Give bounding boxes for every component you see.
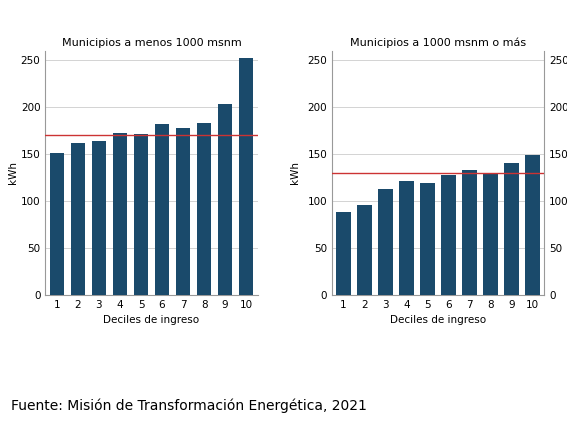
Bar	[505, 163, 519, 295]
Bar	[49, 153, 64, 295]
Text: kWh: kWh	[290, 161, 300, 184]
Bar	[420, 183, 435, 295]
Bar	[134, 134, 149, 295]
Bar	[357, 205, 372, 295]
X-axis label: Deciles de ingreso: Deciles de ingreso	[103, 315, 200, 325]
Bar	[113, 133, 128, 295]
Bar	[462, 170, 477, 295]
Title: Municipios a 1000 msnm o más: Municipios a 1000 msnm o más	[350, 38, 526, 48]
X-axis label: Deciles de ingreso: Deciles de ingreso	[390, 315, 486, 325]
Bar	[336, 212, 351, 295]
Bar	[378, 189, 393, 295]
Bar	[70, 144, 85, 295]
Bar	[526, 155, 540, 295]
Bar	[155, 124, 170, 295]
Bar	[483, 173, 498, 295]
Bar	[218, 104, 232, 295]
Bar	[176, 128, 191, 295]
Bar	[239, 58, 253, 295]
Y-axis label: kWh: kWh	[8, 161, 18, 184]
Bar	[441, 176, 456, 295]
Bar	[197, 123, 211, 295]
Title: Municipios a menos 1000 msnm: Municipios a menos 1000 msnm	[62, 38, 242, 48]
Text: Fuente: Misión de Transformación Energética, 2021: Fuente: Misión de Transformación Energét…	[11, 398, 367, 413]
Bar	[399, 181, 414, 295]
Bar	[92, 141, 107, 295]
